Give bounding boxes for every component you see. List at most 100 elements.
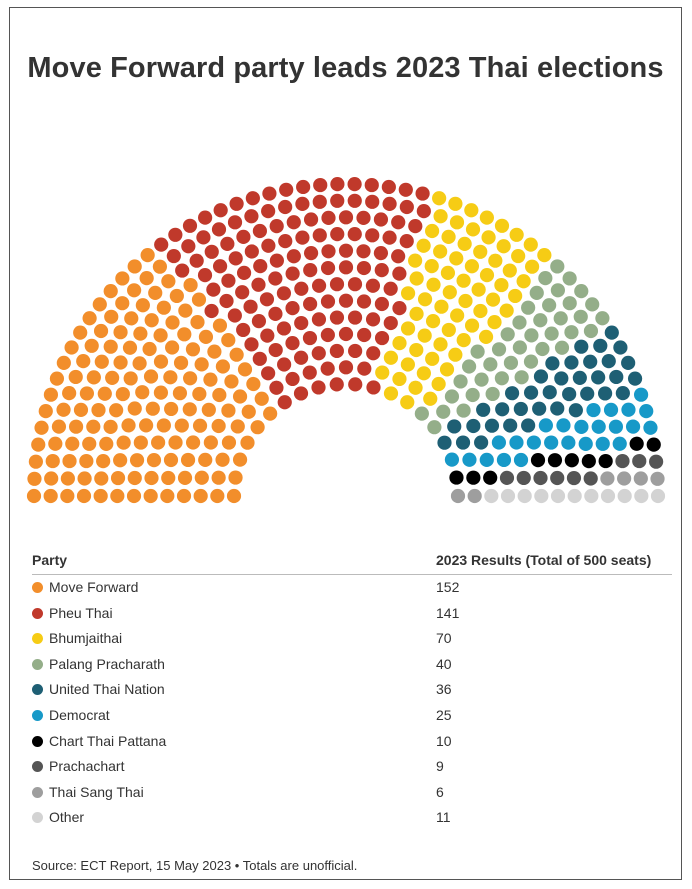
seat-dot [514,370,529,385]
seat-dot [236,229,251,244]
seat-dot [496,452,512,468]
seat-dot [312,228,327,243]
seat-dot [544,435,559,450]
seat-dot [153,385,169,400]
seat-dot [600,488,616,504]
seat-dot [276,286,292,301]
seat-dot [499,470,515,485]
seat-dot [391,249,406,264]
seat-dot [203,435,218,450]
seat-dot [221,403,236,418]
seat-dot [500,488,516,504]
seat-dot [64,340,79,355]
seat-dot [176,488,192,504]
seat-dot [374,263,389,278]
seat-dot [261,204,276,219]
seat-dot [60,488,75,504]
seat-dot [450,488,466,504]
seat-dot [194,470,209,485]
party-name: Move Forward [49,579,139,595]
seat-dot [627,371,643,386]
seat-dot [251,277,266,292]
seat-dot [302,330,318,346]
seat-dot [93,323,109,339]
seat-dot [261,238,276,253]
seat-dot [439,362,455,377]
seat-dot [357,327,372,343]
seat-dot [151,435,166,450]
seat-dot [466,418,481,434]
seat-dot [311,346,326,361]
seat-dot [542,298,557,313]
seat-dot [425,223,440,239]
seat-dot [123,371,138,386]
seat-dot [185,342,201,357]
seat-dot [409,271,424,286]
seat-dot [276,321,292,336]
seat-dot [278,234,293,249]
seat-dot [175,263,190,278]
seat-dot [51,419,67,434]
seat-dot [485,386,500,402]
seat-dot [470,344,485,359]
seat-dot [495,402,510,417]
seat-dot [240,435,255,450]
seat-dot [127,401,142,416]
party-seats: 25 [436,706,452,723]
seat-dot [523,237,538,252]
seat-dot [268,342,283,358]
seat-dot [177,327,192,342]
seat-dot [382,230,397,245]
seat-dot [617,488,632,504]
seat-dot [224,374,239,389]
seat-dot [329,377,344,392]
seat-dot [294,315,309,331]
seat-dot [116,435,131,450]
seat-dot [311,380,326,395]
seat-dot [109,403,124,418]
seat-dot [38,404,53,419]
seat-dot [232,452,248,467]
seat-dot [416,204,431,219]
seat-dot [562,386,577,402]
seat-dot [537,248,552,263]
seat-dot [449,470,464,485]
seat-dot [550,488,566,504]
seat-dot [73,402,89,417]
seat-dot [643,420,658,435]
seat-dot [494,277,509,293]
seat-dot [115,296,130,311]
seat-dot [508,288,523,304]
party-name: Palang Pracharath [49,655,165,672]
seat-dot [348,377,363,392]
seat-dot [513,401,528,417]
seat-dot [196,230,211,245]
seat-dot [148,285,163,300]
seat-dot [68,369,83,385]
seat-dot [409,306,424,321]
seat-dot [553,311,568,326]
seat-dot [329,310,345,325]
seat-dot [408,253,423,268]
seat-dot [550,470,565,486]
seat-dot [425,351,440,366]
seat-dot [293,350,309,365]
seat-dot [633,387,649,402]
seat-dot [26,488,42,504]
seat-dot [252,223,267,239]
party-name: Bhumjaithai [49,630,123,647]
seat-dot [523,354,539,369]
legend-swatch [32,786,43,798]
seat-dot [62,386,77,401]
seat-dot [338,360,354,375]
table-row: Chart Thai Pattana 10 [32,729,672,755]
seat-dot [566,470,582,486]
seat-dot [542,385,557,400]
seat-dot [320,327,335,343]
seat-dot [449,251,464,266]
legend-swatch [32,658,43,670]
seat-dot [215,359,230,374]
seat-dot [139,418,154,433]
seat-dot [79,386,94,401]
seat-dot [219,293,234,309]
